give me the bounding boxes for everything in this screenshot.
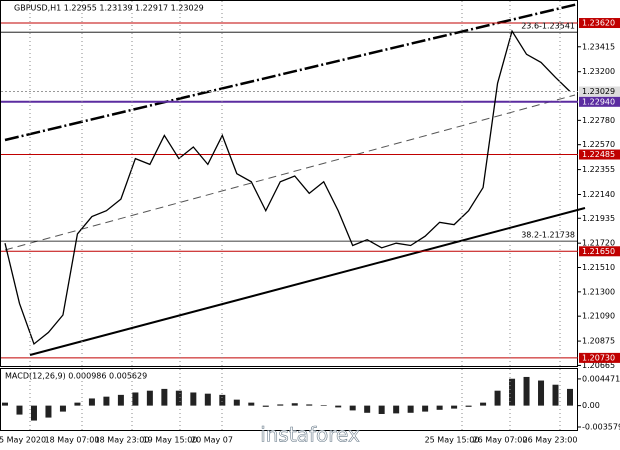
macd-bar <box>552 384 559 406</box>
macd-bar <box>204 393 211 406</box>
macd-bar <box>190 392 197 406</box>
x-tick-label: 15 May 2020 <box>0 436 46 445</box>
macd-tick-label: 0.004471 <box>582 374 620 383</box>
level-label: 1.21650 <box>582 247 615 256</box>
y-tick-label: 1.21510 <box>582 263 615 272</box>
channel-mid <box>4 94 576 251</box>
macd-bar <box>422 405 429 412</box>
y-tick-label: 1.20665 <box>582 361 615 370</box>
macd-tick-label: 0.00 <box>582 401 600 410</box>
macd-bar <box>436 405 443 410</box>
macd-bar <box>117 394 124 406</box>
macd-bar <box>378 405 385 414</box>
macd-bar <box>509 378 516 406</box>
x-tick-label: 18 May 23:00 <box>95 436 150 445</box>
x-tick-label: 20 May 07 <box>191 436 233 445</box>
chart-title: GBPUSD,H1 1.22955 1.23139 1.22917 1.2302… <box>14 4 204 13</box>
macd-bar <box>30 405 37 421</box>
macd-bar <box>393 405 400 414</box>
x-tick-label: 26 May 07:00 <box>473 436 528 445</box>
level-label: 1.20730 <box>582 353 615 362</box>
macd-bar <box>233 399 240 406</box>
macd-bar <box>146 390 153 406</box>
macd-bar <box>262 405 269 407</box>
macd-bar <box>538 380 545 406</box>
level-box <box>579 149 620 160</box>
y-tick-label: 1.22355 <box>582 165 615 174</box>
macd-bar <box>74 402 81 406</box>
macd-bar <box>364 405 371 413</box>
y-tick-label: 1.22780 <box>582 116 615 125</box>
level-box <box>579 96 620 107</box>
current-label: 1.23029 <box>582 87 615 96</box>
level-label: 1.23620 <box>582 19 615 28</box>
macd-bar <box>277 404 284 406</box>
macd-bar <box>567 388 573 406</box>
macd-bar <box>480 402 487 406</box>
main-frame <box>0 0 578 367</box>
x-tick-label: 25 May 15:00 <box>425 436 480 445</box>
macd-bar <box>2 402 8 406</box>
macd-bar <box>175 390 182 406</box>
macd-bar <box>248 402 255 406</box>
level-box <box>579 18 620 29</box>
level-label: 1.22485 <box>582 150 615 159</box>
y-tick-label: 1.21935 <box>582 214 615 223</box>
macd-bar <box>465 405 472 407</box>
macd-tick-label: -0.003579 <box>582 423 620 432</box>
y-tick-label: 1.23200 <box>582 67 615 76</box>
macd-bar <box>59 405 66 412</box>
macd-bar <box>523 376 530 406</box>
macd-bar <box>219 394 226 406</box>
macd-bar <box>103 396 110 406</box>
y-tick-label: 1.23415 <box>582 42 615 51</box>
watermark: instaforex <box>260 423 360 447</box>
macd-frame <box>0 368 578 431</box>
fib-label: 23.6-1.23541 <box>521 22 575 31</box>
macd-bar <box>161 388 168 406</box>
macd-bar <box>349 405 356 411</box>
y-tick-label: 1.21300 <box>582 287 615 296</box>
macd-label: MACD(12,26,9) 0.000986 0.005629 <box>5 372 147 381</box>
macd-bar <box>407 405 414 413</box>
level-label: 1.22940 <box>582 97 615 106</box>
macd-bar <box>335 405 342 408</box>
x-tick-label: 19 May 15:00 <box>143 436 198 445</box>
macd-bar <box>306 404 313 406</box>
x-tick-label: 26 May 23:00 <box>523 436 578 445</box>
price-line <box>4 29 571 346</box>
level-box <box>579 246 620 257</box>
y-tick-label: 1.22570 <box>582 140 615 149</box>
current-box <box>579 86 620 97</box>
macd-bar <box>132 392 139 406</box>
channel-bottom <box>29 207 586 356</box>
macd-bar <box>451 405 458 409</box>
fib-label: 38.2-1.21738 <box>521 231 575 240</box>
macd-bar <box>320 405 327 406</box>
macd-bar <box>45 405 52 418</box>
y-tick-label: 1.21090 <box>582 312 615 321</box>
y-tick-label: 1.22140 <box>582 190 615 199</box>
macd-bar <box>16 405 23 415</box>
channel-top <box>4 2 579 142</box>
y-tick-label: 1.20875 <box>582 337 615 346</box>
level-box <box>579 352 620 363</box>
y-tick-label: 1.21720 <box>582 239 615 248</box>
macd-bar <box>494 390 501 406</box>
x-tick-label: 18 May 07:00 <box>45 436 100 445</box>
macd-bar <box>88 398 95 406</box>
macd-bar <box>291 403 298 406</box>
